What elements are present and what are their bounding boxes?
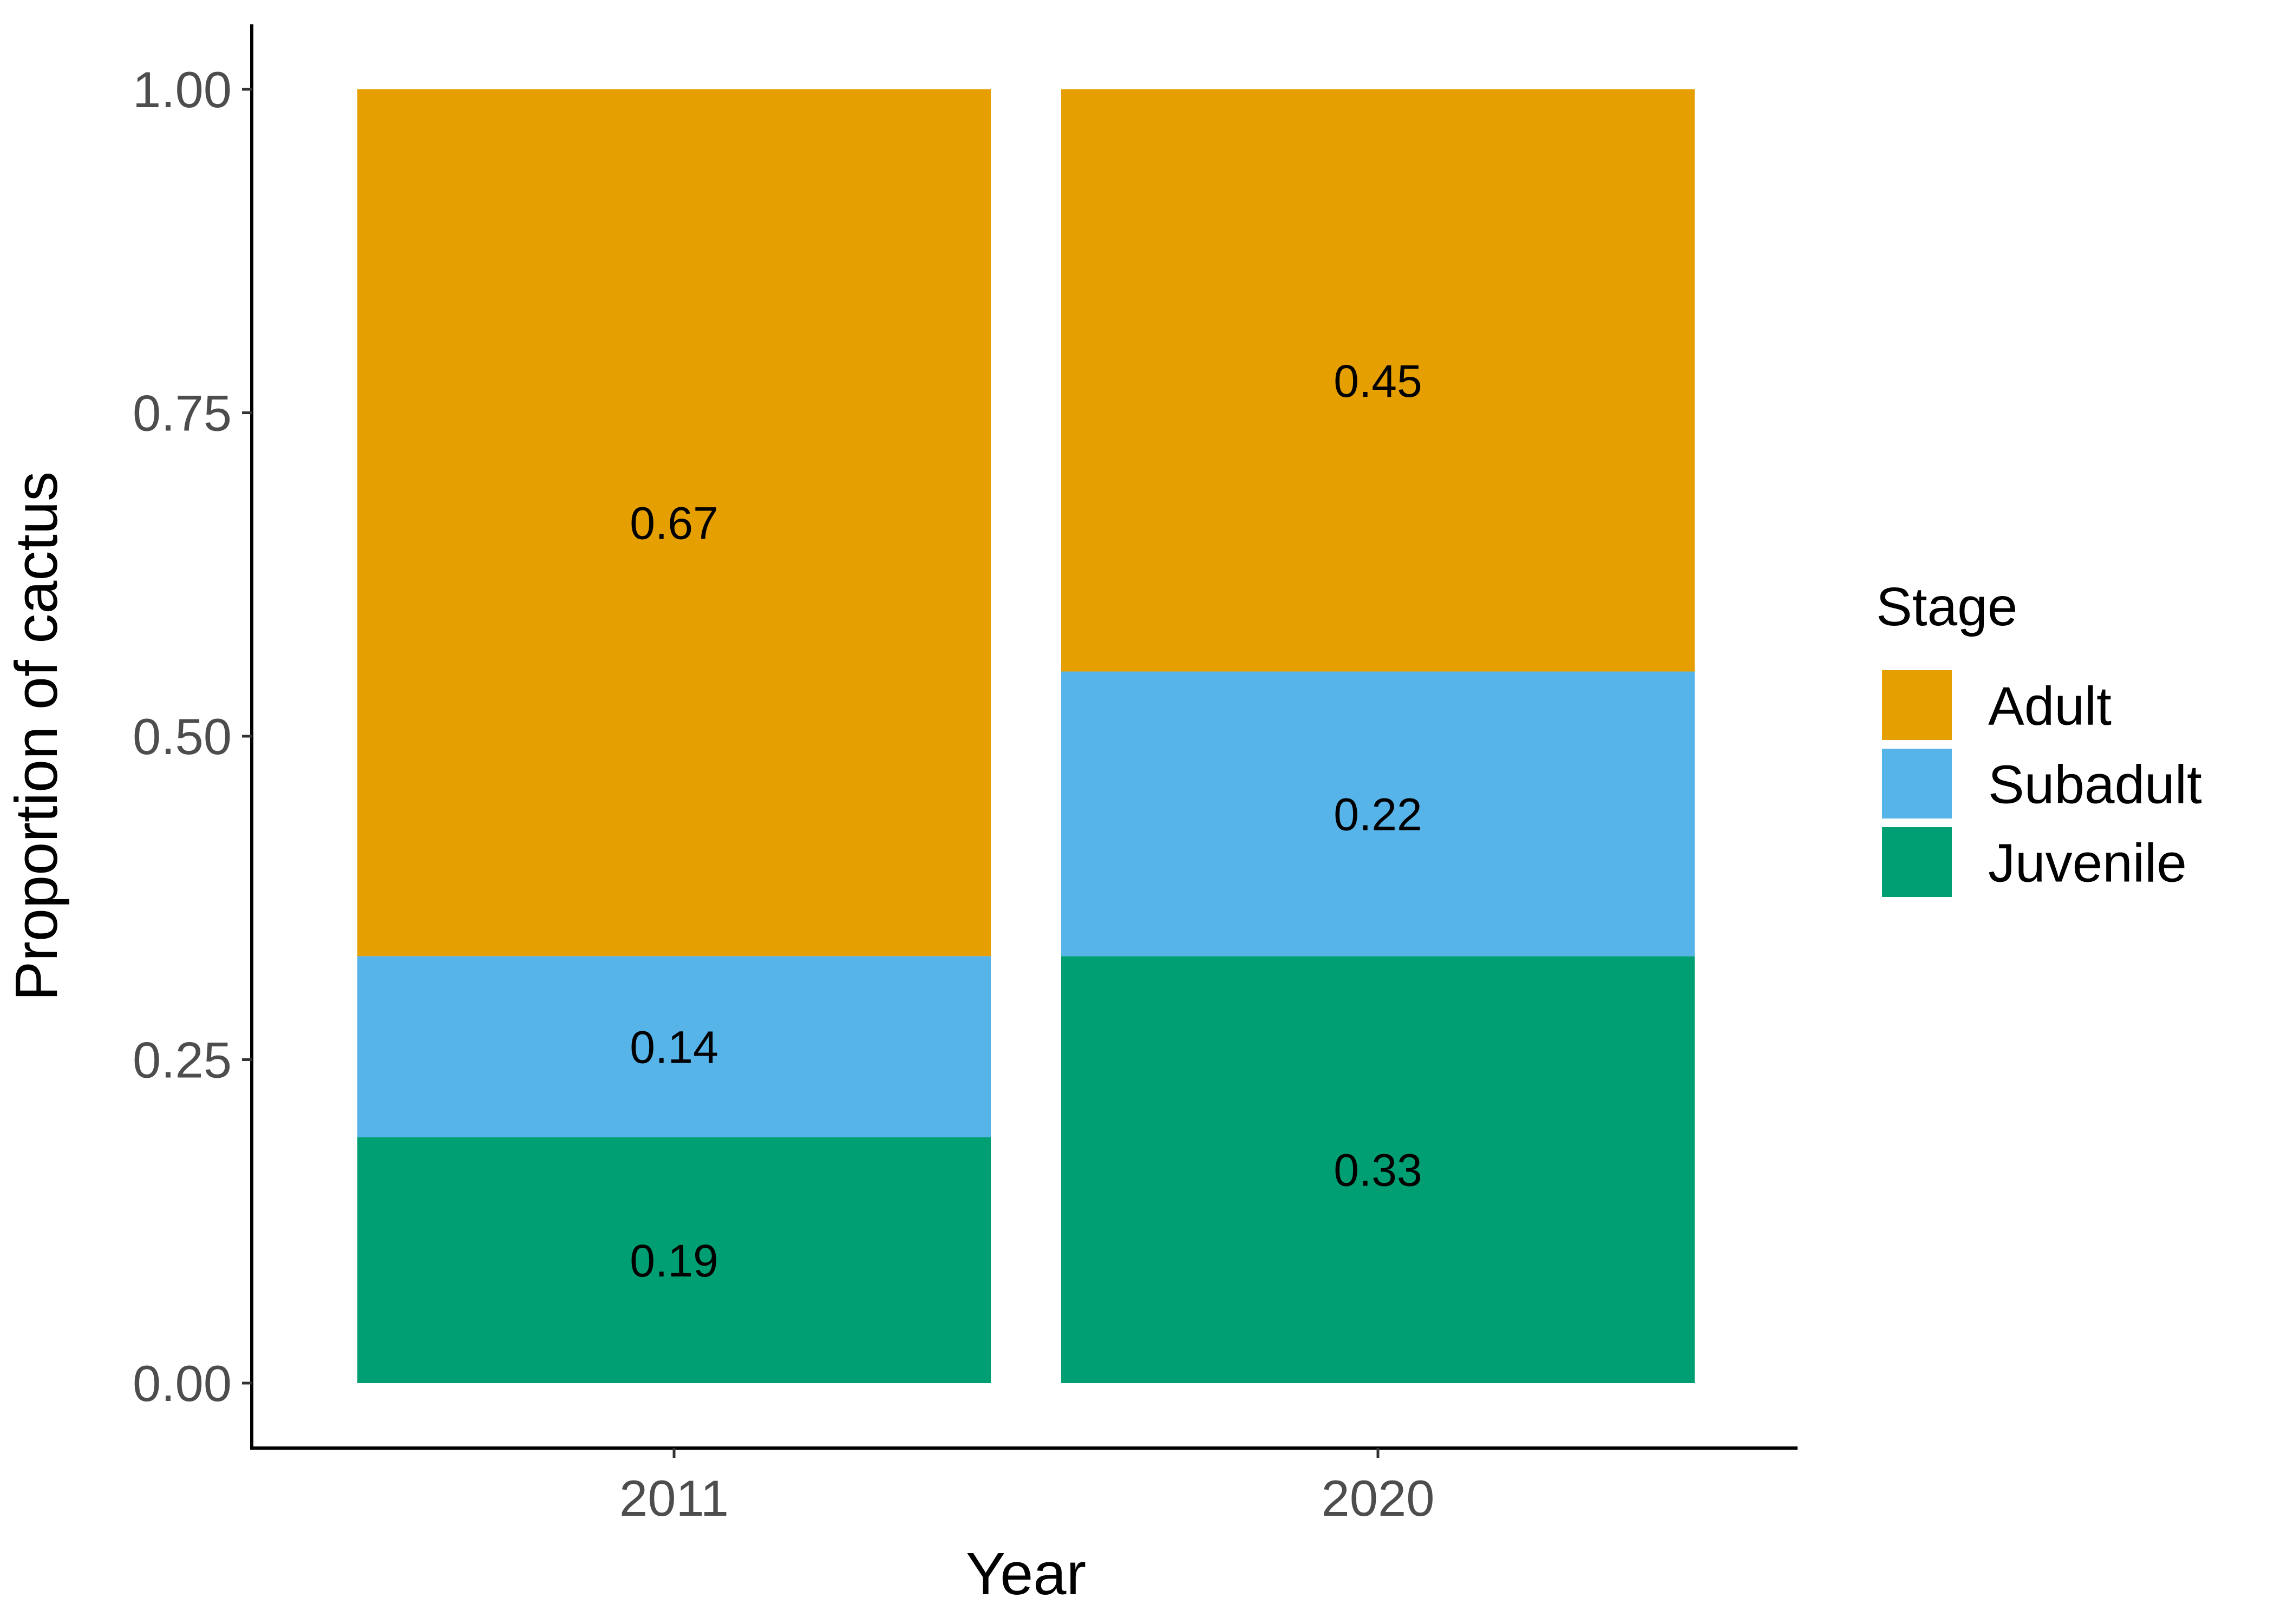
bar-2020-juvenile (1061, 956, 1695, 1383)
x-axis-title: Year (966, 1541, 1086, 1607)
x-ticks: 2011 2020 (619, 1448, 1435, 1527)
bar-2011-subadult (357, 956, 991, 1137)
segment-label-2020-subadult: 0.22 (1334, 789, 1422, 840)
segment-label-2020-adult: 0.45 (1334, 356, 1422, 407)
legend-label-adult: Adult (1988, 676, 2112, 737)
y-tick-label: 0.75 (133, 385, 232, 442)
legend-label-juvenile: Juvenile (1988, 833, 2187, 894)
bar-2011-adult (357, 89, 991, 957)
legend-title: Stage (1876, 577, 2017, 637)
legend-label-subadult: Subadult (1988, 755, 2202, 815)
bars (357, 89, 1695, 1383)
segment-label-2011-subadult: 0.14 (630, 1022, 718, 1073)
legend: Stage Adult Subadult Juvenile (1876, 577, 2202, 900)
bar-2020-adult (1061, 89, 1695, 672)
segment-label-2011-juvenile: 0.19 (630, 1235, 718, 1286)
y-tick-label: 0.00 (133, 1355, 232, 1412)
x-tick-label-2020: 2020 (1321, 1470, 1434, 1527)
y-tick-label: 1.00 (133, 61, 232, 118)
x-tick-label-2011: 2011 (619, 1470, 729, 1527)
bar-2011-juvenile (357, 1137, 991, 1383)
y-tick-label: 0.25 (133, 1032, 232, 1089)
y-axis-title: Proportion of cactus (3, 472, 70, 1001)
legend-key-juvenile (1879, 824, 1955, 900)
segment-label-2020-juvenile: 0.33 (1334, 1145, 1422, 1196)
segment-labels: 0.19 0.14 0.67 0.33 0.22 0.45 (630, 356, 1422, 1286)
legend-key-subadult (1879, 745, 1955, 822)
y-tick-label: 0.50 (133, 708, 232, 765)
legend-key-adult (1879, 667, 1955, 743)
bar-2020-subadult (1061, 671, 1695, 957)
y-ticks: 0.00 0.25 0.50 0.75 1.00 (133, 61, 252, 1412)
segment-label-2011-adult: 0.67 (630, 498, 718, 549)
